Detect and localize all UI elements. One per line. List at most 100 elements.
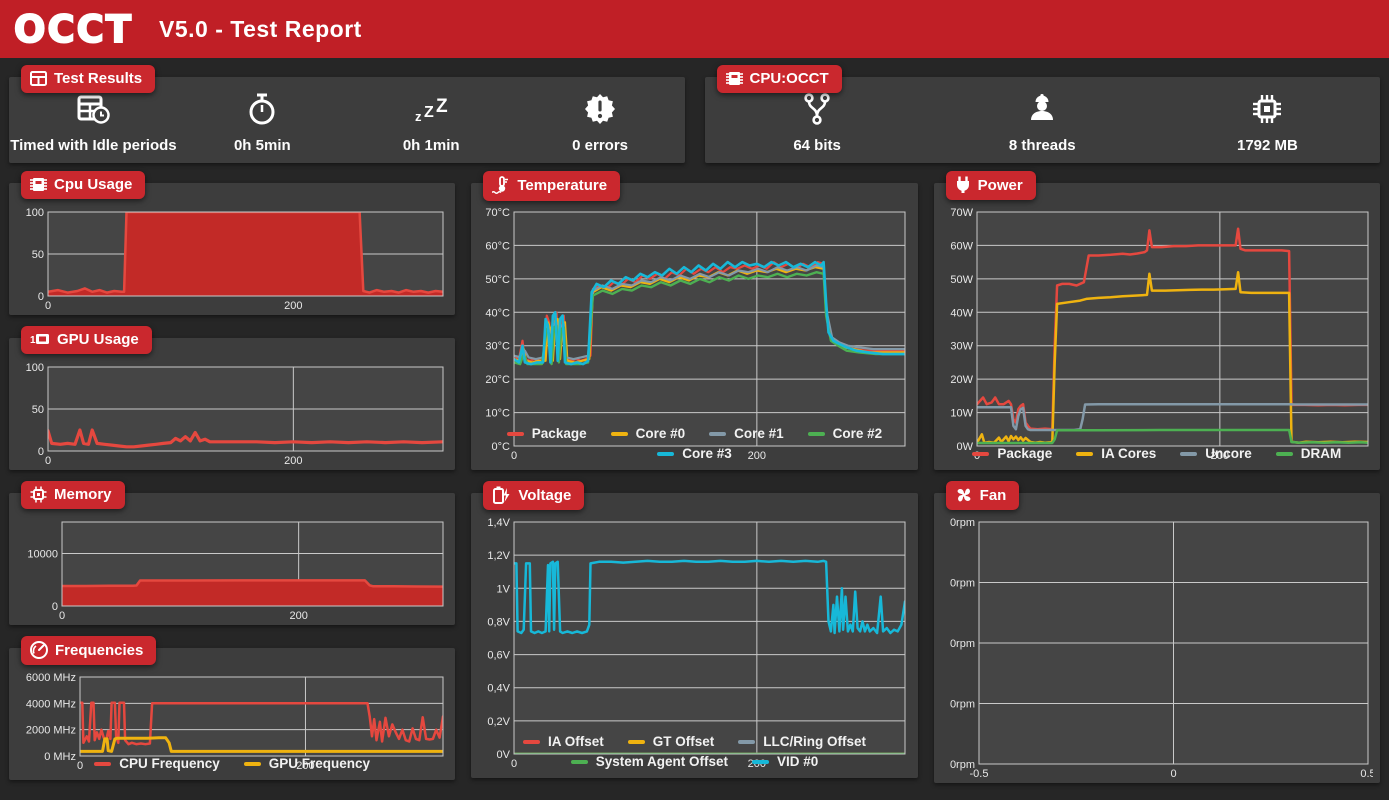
app-header: OCCT V5.0 - Test Report xyxy=(0,0,1389,58)
frequencies-badge-label: Frequencies xyxy=(55,641,144,659)
power-chart[interactable]: 0W 10W 20W 30W 40W 50W 60W 70W 0 200 xyxy=(941,207,1373,462)
stat-idle-label: 0h 1min xyxy=(402,136,460,154)
svg-text:1V: 1V xyxy=(497,583,511,595)
test-grid-icon xyxy=(30,70,47,87)
panel-gpu-usage: 1 GPU Usage 0 50 100 0 200 xyxy=(9,326,456,470)
voltage-badge-label: Voltage xyxy=(518,486,572,504)
temperature-chart[interactable]: 0°C 10°C 20°C 30°C 40°C 50°C 60°C 70°C 0 200 xyxy=(478,207,910,462)
stat-bits-label: 64 bits xyxy=(793,136,841,154)
panel-fan: Fan 0rpm 0rpm 0rpm 0rpm 0rpm -0.5 0 0.5 xyxy=(933,481,1380,783)
svg-text:200: 200 xyxy=(1210,450,1228,462)
cpu-usage-chart[interactable]: 0 50 100 0 200 xyxy=(16,207,448,312)
svg-text:1: 1 xyxy=(30,335,36,346)
legend-label: Core #3 xyxy=(682,446,732,461)
legend-label: Core #0 xyxy=(635,426,686,441)
legend-item: System Agent Offset xyxy=(570,752,728,771)
svg-text:6000 MHz: 6000 MHz xyxy=(26,672,76,684)
legend-swatch xyxy=(751,759,769,764)
legend-item: DRAM xyxy=(1275,444,1342,463)
svg-text:50W: 50W xyxy=(950,274,973,286)
thermometer-icon xyxy=(492,176,510,195)
memory-badge-label: Memory xyxy=(54,486,112,503)
svg-text:0V: 0V xyxy=(497,749,511,761)
svg-text:0rpm: 0rpm xyxy=(950,699,975,711)
stat-errors: 0 errors xyxy=(516,93,685,154)
temperature-legend: Package Core #0 Core #1 Core #2 Core #3 xyxy=(478,423,910,467)
fan-chart[interactable]: 0rpm 0rpm 0rpm 0rpm 0rpm -0.5 0 0.5 xyxy=(941,517,1376,780)
frequencies-chart[interactable]: 0 MHz 2000 MHz 4000 MHz 6000 MHz 0 200 xyxy=(16,672,448,772)
fan-icon xyxy=(955,486,973,504)
legend-label: IA Offset xyxy=(547,734,604,749)
svg-text:0,8V: 0,8V xyxy=(488,616,511,628)
legend-label: IA Cores xyxy=(1101,446,1157,461)
legend-label: Core #1 xyxy=(734,426,784,441)
legend-label: GT Offset xyxy=(652,734,715,749)
cpu-usage-badge: Cpu Usage xyxy=(21,171,146,199)
legend-swatch xyxy=(1076,451,1094,456)
power-badge-label: Power xyxy=(977,176,1023,194)
legend-item: LLC/Ring Offset xyxy=(738,732,866,751)
gpu-usage-badge-label: GPU Usage xyxy=(57,331,139,348)
panel-power: Power 0W 10W 20W 30W 40W 50W 60W 70W 0 200 Packag… xyxy=(933,171,1380,470)
legend-swatch xyxy=(1180,451,1198,456)
stat-memory: 1792 MB xyxy=(1155,93,1380,154)
svg-text:-0.5: -0.5 xyxy=(969,768,988,780)
svg-text:70°C: 70°C xyxy=(486,207,511,219)
svg-text:70W: 70W xyxy=(950,207,973,219)
fan-badge-label: Fan xyxy=(979,486,1007,504)
legend-item: GPU Frequency xyxy=(243,754,370,773)
memory-chart[interactable]: 0 10000 0 200 xyxy=(16,517,448,622)
voltage-badge: Voltage xyxy=(483,481,585,510)
voltage-chart[interactable]: 0V 0,2V 0,4V 0,6V 0,8V 1V 1,2V 1,4V 0 200 xyxy=(478,517,910,770)
svg-text:20°C: 20°C xyxy=(486,374,511,386)
stat-threads-label: 8 threads xyxy=(1008,136,1076,154)
legend-label: CPU Frequency xyxy=(119,756,220,771)
cpu-usage-badge-label: Cpu Usage xyxy=(54,176,133,193)
legend-item: Core #3 xyxy=(657,444,732,463)
legend-swatch xyxy=(627,739,645,744)
test-results-badge-label: Test Results xyxy=(54,70,143,87)
legend-swatch xyxy=(807,431,825,436)
legend-item: Core #2 xyxy=(807,424,883,443)
battery-bolt-icon xyxy=(492,486,511,504)
stat-memory-label: 1792 MB xyxy=(1236,136,1298,154)
svg-text:10000: 10000 xyxy=(27,549,58,561)
svg-text:0: 0 xyxy=(974,450,980,462)
temperature-badge: Temperature xyxy=(483,171,621,201)
panel-cpu-usage: Cpu Usage 0 50 100 0 200 xyxy=(9,171,456,315)
memory-chip-icon xyxy=(1251,93,1283,130)
stat-threads: 8 threads xyxy=(930,93,1155,154)
fan-badge: Fan xyxy=(945,481,1020,510)
temperature-badge-label: Temperature xyxy=(517,177,608,194)
panel-memory: Memory 0 10000 0 200 xyxy=(9,481,456,625)
svg-text:10W: 10W xyxy=(950,408,973,420)
svg-text:4000 MHz: 4000 MHz xyxy=(26,698,76,710)
legend-item: VID #0 xyxy=(751,752,818,771)
svg-text:0 MHz: 0 MHz xyxy=(44,751,76,763)
power-badge: Power xyxy=(945,171,1036,200)
gpu-usage-badge: 1 GPU Usage xyxy=(21,326,152,354)
legend-item: CPU Frequency xyxy=(94,754,220,773)
voltage-legend: IA Offset GT Offset LLC/Ring Offset System … xyxy=(478,731,910,775)
legend-item: Core #1 xyxy=(709,424,784,443)
stat-bits: 64 bits xyxy=(705,92,930,154)
stat-test-type: Timed with Idle periods xyxy=(9,93,178,154)
svg-text:0.5: 0.5 xyxy=(1360,768,1373,780)
svg-text:0: 0 xyxy=(38,446,44,458)
svg-text:50: 50 xyxy=(32,249,44,261)
legend-label: Core #2 xyxy=(832,426,883,441)
svg-text:1,4V: 1,4V xyxy=(488,517,511,529)
cpu-info-badge-label: CPU:OCCT xyxy=(749,70,829,87)
svg-text:20W: 20W xyxy=(950,374,973,386)
svg-text:200: 200 xyxy=(284,455,302,467)
svg-text:0,6V: 0,6V xyxy=(488,650,511,662)
stat-duration-label: 0h 5min xyxy=(233,136,291,154)
legend-label: Package xyxy=(531,426,587,441)
legend-swatch xyxy=(610,431,628,436)
svg-text:100: 100 xyxy=(26,362,44,374)
svg-text:50°C: 50°C xyxy=(486,274,511,286)
gpu-usage-chart[interactable]: 0 50 100 0 200 xyxy=(16,362,448,467)
svg-text:30°C: 30°C xyxy=(486,341,511,353)
legend-label: DRAM xyxy=(1300,446,1342,461)
